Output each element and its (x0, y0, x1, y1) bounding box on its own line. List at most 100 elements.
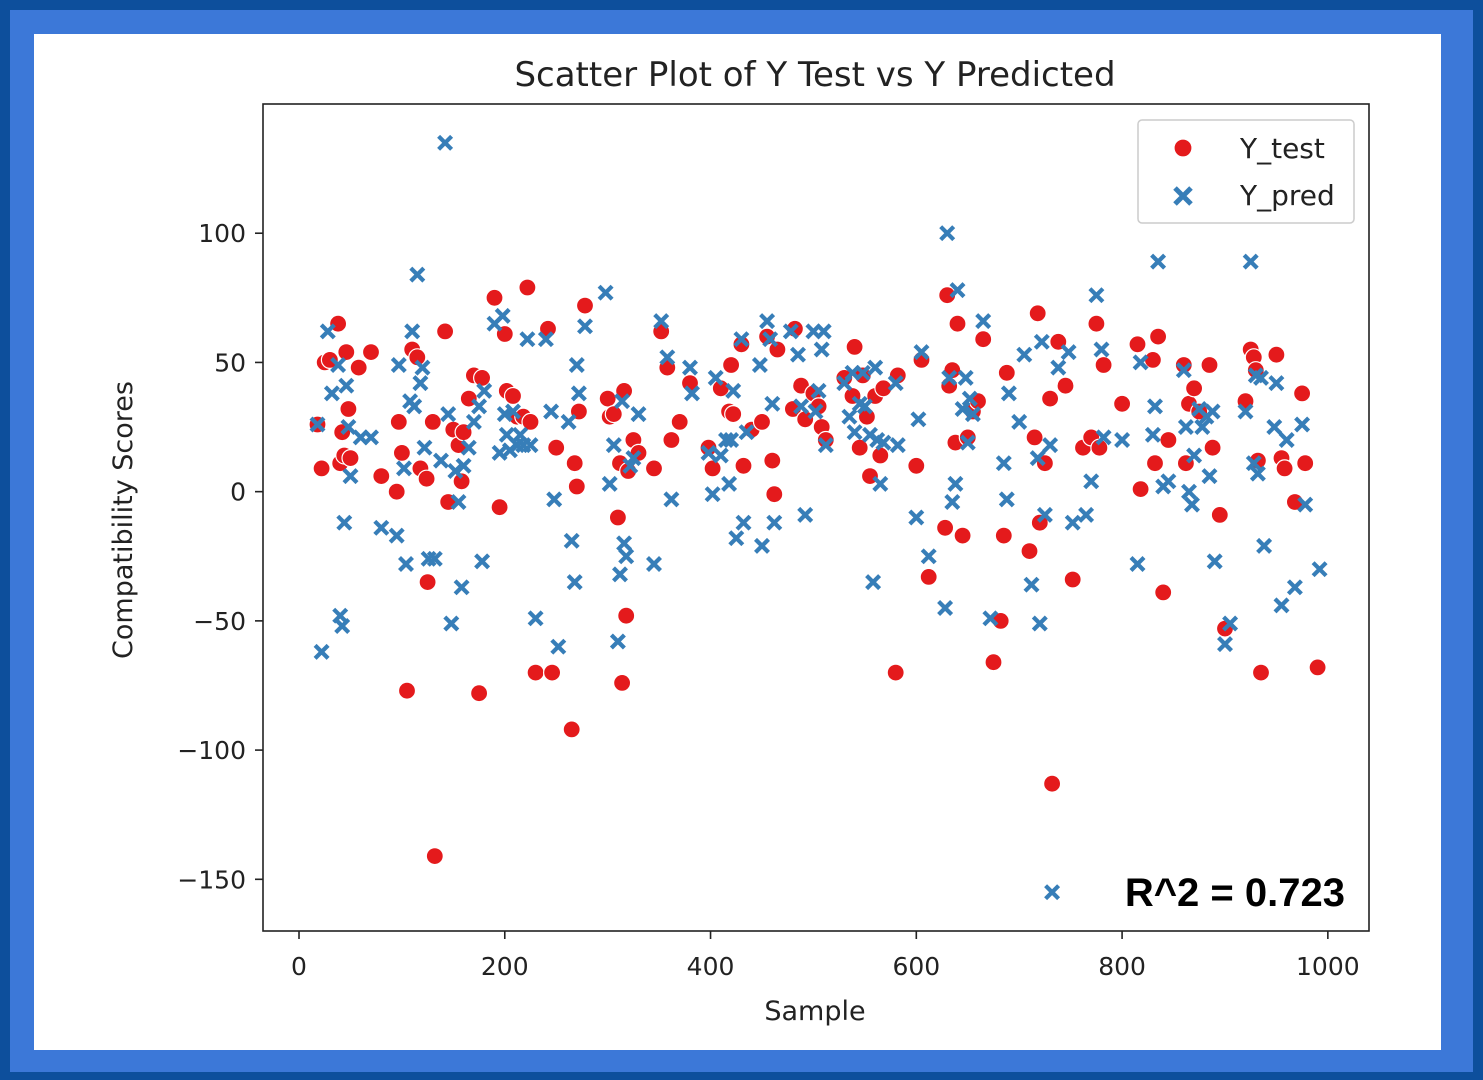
y-pred-point (334, 618, 351, 634)
y-pred-point (1000, 385, 1017, 402)
y-test-point (953, 526, 972, 545)
y-pred-point (416, 439, 433, 456)
y-pred-point (957, 369, 974, 386)
y-pred-point (728, 530, 745, 547)
y-test-point (518, 278, 537, 297)
y-test-point (1267, 345, 1286, 364)
x-axis-ticks: 0 200 400 600 800 1000 (291, 931, 1360, 981)
y-test-point (948, 314, 967, 333)
y-pred-point (646, 556, 662, 572)
y-pred-point (815, 323, 832, 340)
y-test-point (349, 358, 368, 377)
y-pred-point (684, 385, 700, 402)
y-pred-point (404, 323, 421, 340)
y-pred-point (390, 357, 407, 373)
y-test-point (752, 412, 772, 431)
y-test-point (732, 335, 751, 354)
y-pred-point (887, 375, 904, 392)
y-pred-point (1060, 344, 1077, 361)
y-test-point (547, 438, 566, 457)
y-pred-point (733, 331, 750, 348)
x-tick-label: 600 (892, 952, 940, 981)
y-pred-point (406, 398, 423, 415)
y-pred-point (782, 323, 799, 340)
y-pred-point (1029, 450, 1046, 467)
y-test-point (816, 430, 835, 450)
y-pred-point (1050, 359, 1067, 376)
y-pred-point (920, 548, 937, 565)
y-pred-point (704, 486, 721, 503)
y-pred-point (618, 548, 635, 565)
y-pred-point (793, 398, 810, 415)
legend-label-y-test: Y_test (1239, 132, 1325, 165)
y-pred-point (1129, 556, 1146, 572)
y-test-point (721, 355, 741, 375)
y-tick-label: 100 (198, 219, 246, 248)
y-pred-point (1147, 398, 1163, 415)
y-pred-point (447, 463, 464, 479)
y-pred-point (388, 527, 405, 544)
y-test-point (408, 348, 427, 367)
y-pred-point (474, 553, 491, 570)
y-pred-point (1222, 615, 1239, 632)
y-pred-point (455, 457, 472, 474)
y-test-point (604, 405, 623, 424)
y-test-point (994, 526, 1013, 545)
y-test-point (907, 456, 926, 475)
y-pred-point (396, 460, 412, 477)
y-tick-label: 50 (214, 348, 246, 377)
y-pred-point (964, 406, 981, 423)
x-tick-label: 200 (481, 952, 529, 981)
y-test-point (1056, 376, 1075, 395)
y-pred-point (910, 411, 927, 428)
points-layer (308, 134, 1328, 901)
y-pred-point (937, 600, 954, 616)
y-test-point (886, 663, 905, 682)
y-pred-point (437, 134, 454, 151)
y-pred-point (409, 266, 426, 283)
y-pred-point (450, 494, 467, 510)
y-pred-point (1186, 447, 1203, 464)
y-pred-point (1033, 333, 1050, 350)
y-pred-point (476, 382, 493, 399)
y-test-point (526, 663, 545, 682)
y-test-point (1174, 355, 1193, 375)
y-test-point (608, 508, 628, 527)
y-pred-point (1184, 496, 1200, 513)
y-pred-point (1237, 403, 1254, 420)
y-pred-point (433, 452, 449, 469)
legend-label-y-pred: Y_pred (1239, 179, 1335, 212)
y-pred-point (543, 403, 560, 420)
y-test-point (417, 469, 436, 488)
y-pred-point (653, 313, 670, 330)
y-test-point (452, 472, 471, 491)
y-pred-point (1266, 419, 1283, 435)
y-test-point (1040, 389, 1060, 408)
y-pred-point (1036, 506, 1053, 523)
y-pred-point (342, 468, 359, 485)
y-test-point (734, 456, 753, 475)
y-test-point (542, 663, 562, 682)
y-pred-point (323, 385, 340, 402)
y-tick-label: −50 (193, 607, 246, 636)
y-pred-point (682, 359, 698, 376)
y-pred-point (605, 437, 622, 454)
y-pred-point (1286, 579, 1303, 596)
y-pred-point (373, 519, 390, 536)
y-pred-point (338, 377, 355, 394)
y-test-point (1308, 658, 1327, 677)
y-test-point (1112, 394, 1132, 413)
y-test-point (617, 606, 636, 625)
y-test-point (1087, 314, 1106, 333)
y-test-point (1200, 355, 1219, 375)
y-test-point (567, 477, 586, 496)
y-pred-point (889, 437, 906, 454)
y-test-point (387, 482, 406, 501)
y-tick-label: −150 (177, 865, 246, 894)
y-pred-point (465, 413, 482, 430)
y-pred-point (1249, 465, 1266, 482)
y-pred-point (1150, 253, 1167, 270)
y-test-point (320, 350, 339, 369)
y-pred-point (817, 437, 834, 454)
y-pred-point (614, 393, 631, 410)
